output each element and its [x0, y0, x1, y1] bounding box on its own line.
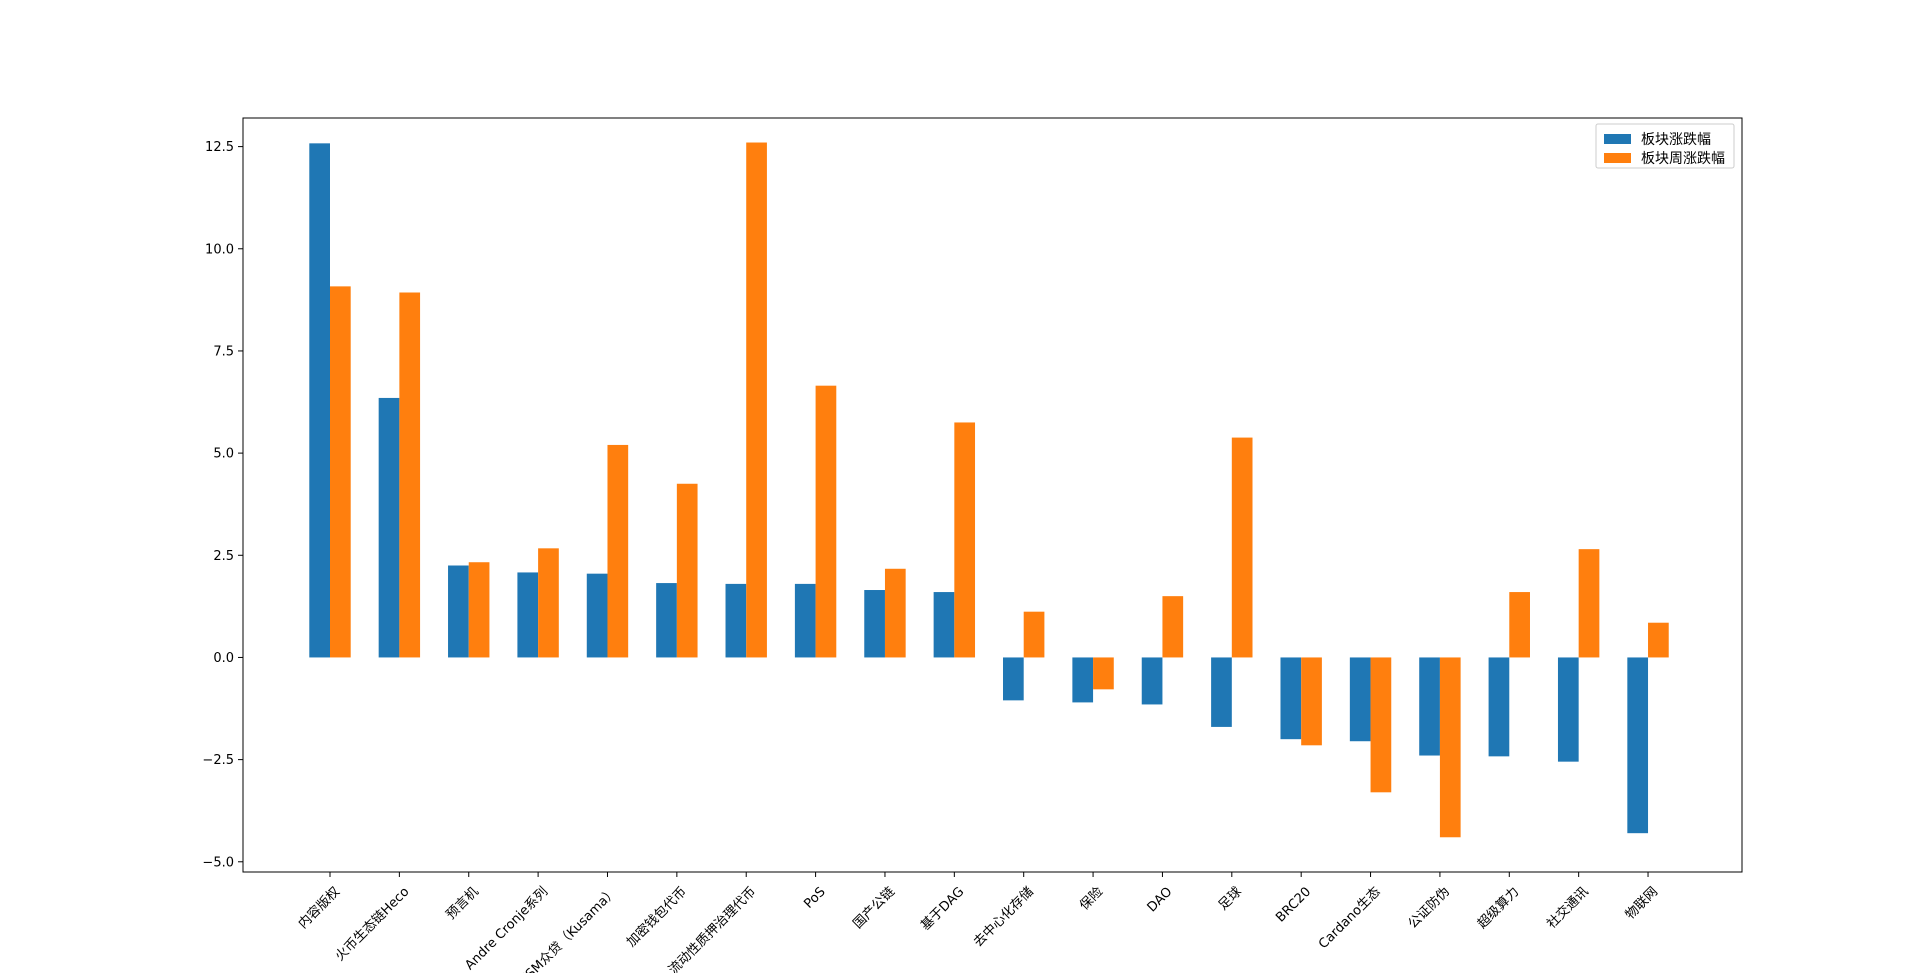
legend-label: 板块涨跌幅	[1641, 132, 1711, 148]
bar-weekly-13	[1231, 437, 1253, 658]
bar-daily-10	[1003, 657, 1024, 701]
bar-daily-12	[1141, 657, 1163, 705]
bar-weekly-11	[1093, 657, 1114, 690]
x-tick-label: 超级算力	[1475, 884, 1522, 931]
bar-daily-16	[1419, 657, 1440, 756]
bar-weekly-12	[1162, 596, 1184, 658]
bar-weekly-4	[607, 444, 629, 658]
x-tick-label: 保险	[1077, 884, 1106, 913]
bar-weekly-15	[1370, 657, 1392, 793]
y-tick-label: 5.0	[213, 447, 234, 462]
bar-daily-18	[1557, 657, 1579, 762]
bar-weekly-3	[538, 548, 559, 658]
bar-daily-7	[794, 583, 816, 658]
bar-weekly-1	[399, 292, 421, 658]
y-tick-label: 10.0	[205, 242, 234, 257]
bar-daily-4	[586, 573, 608, 658]
bar-weekly-8	[884, 568, 906, 658]
bar-daily-8	[864, 590, 885, 658]
bar-weekly-18	[1578, 549, 1600, 658]
bar-weekly-5	[676, 483, 698, 658]
x-tick-label: Cardano生态	[1316, 884, 1384, 952]
x-tick-label: 火币生态链Heco	[333, 884, 413, 964]
bar-weekly-14	[1301, 657, 1322, 746]
legend-label: 板块周涨跌幅	[1641, 151, 1725, 167]
bar-daily-3	[517, 572, 539, 658]
bar-daily-19	[1627, 657, 1649, 834]
x-tick-label: 预言机	[444, 884, 482, 922]
bar-daily-2	[448, 565, 469, 658]
bar-weekly-0	[330, 286, 351, 658]
x-tick-label: PoS	[801, 884, 828, 911]
x-tick-label: 物联网	[1623, 884, 1661, 922]
x-tick-label: 基于DAG	[918, 884, 967, 933]
plot-frame	[242, 117, 1743, 873]
x-tick-label: 加密钱包代币	[623, 884, 689, 950]
x-tick-label: 足球	[1216, 884, 1245, 913]
bar-daily-11	[1072, 657, 1094, 703]
bar-daily-0	[309, 143, 330, 658]
x-tick-label: 内容版权	[295, 884, 343, 932]
y-tick-label: 7.5	[213, 344, 234, 359]
x-tick-label: 社交通讯	[1544, 884, 1592, 932]
legend-swatch	[1604, 134, 1631, 144]
bar-weekly-6	[746, 142, 767, 658]
bar-weekly-9	[954, 422, 976, 658]
bar-daily-13	[1211, 657, 1232, 727]
bar-weekly-19	[1648, 622, 1669, 658]
bar-daily-6	[725, 583, 747, 658]
bar-weekly-17	[1509, 592, 1530, 658]
y-tick-label: −2.5	[202, 753, 234, 768]
bar-weekly-7	[815, 385, 837, 658]
bar-weekly-16	[1439, 657, 1461, 838]
bar-weekly-10	[1023, 611, 1045, 658]
legend-swatch	[1604, 153, 1631, 163]
x-tick-label: BRC20	[1273, 884, 1314, 925]
y-tick-label: 0.0	[213, 651, 234, 666]
bar-daily-1	[378, 397, 400, 658]
x-tick-label: 国产公链	[851, 884, 898, 931]
y-tick-label: 12.5	[205, 140, 234, 155]
x-tick-label: 公证防伪	[1405, 884, 1453, 932]
bar-weekly-2	[468, 562, 490, 658]
y-tick-label: −5.0	[202, 855, 234, 870]
bar-daily-15	[1349, 657, 1371, 742]
x-tick-label: DAO	[1145, 884, 1176, 915]
bar-daily-17	[1488, 657, 1510, 757]
y-tick-label: 2.5	[213, 549, 234, 564]
bar-daily-9	[933, 592, 955, 658]
bar-daily-5	[656, 583, 677, 658]
x-tick-label: 去中心化存储	[971, 884, 1037, 950]
bar-daily-14	[1280, 657, 1302, 740]
bars-group	[309, 142, 1669, 838]
